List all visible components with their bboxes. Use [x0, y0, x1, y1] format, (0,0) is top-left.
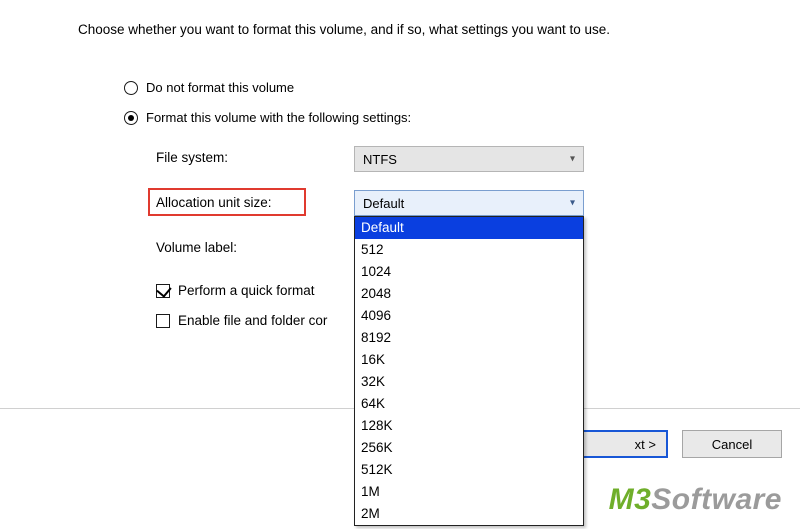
checkbox-icon — [156, 284, 170, 298]
dropdown-item[interactable]: 256K — [355, 437, 583, 459]
label-allocation-unit-size: Allocation unit size: — [156, 195, 272, 210]
button-label: xt > — [635, 437, 656, 452]
combo-value: NTFS — [363, 152, 397, 167]
label-volume-label: Volume label: — [156, 240, 237, 255]
checkbox-label: Perform a quick format — [178, 283, 315, 298]
checkbox-label: Enable file and folder cor — [178, 313, 327, 328]
instruction-text: Choose whether you want to format this v… — [78, 22, 610, 37]
checkbox-enable-compression[interactable]: Enable file and folder cor — [156, 313, 327, 328]
chevron-down-icon: ▾ — [570, 154, 575, 165]
format-partition-dialog: Choose whether you want to format this v… — [0, 0, 800, 529]
combo-value: Default — [363, 196, 404, 211]
button-label: Cancel — [712, 437, 752, 452]
dropdown-item[interactable]: 512 — [355, 239, 583, 261]
radio-format-with-settings[interactable]: Format this volume with the following se… — [124, 110, 411, 125]
dropdown-item[interactable]: 1024 — [355, 261, 583, 283]
watermark-suffix: Software — [651, 483, 782, 516]
dropdown-item[interactable]: 64K — [355, 393, 583, 415]
dropdown-item[interactable]: 4096 — [355, 305, 583, 327]
radio-icon — [124, 81, 138, 95]
radio-icon — [124, 111, 138, 125]
dropdown-item[interactable]: 2048 — [355, 283, 583, 305]
dropdown-item[interactable]: 32K — [355, 371, 583, 393]
watermark-logo: M3Software — [609, 483, 782, 517]
combo-allocation-unit-size[interactable]: Default ▾ — [354, 190, 584, 216]
dropdown-item[interactable]: 2M — [355, 503, 583, 525]
dropdown-item[interactable]: 512K — [355, 459, 583, 481]
watermark-prefix: M3 — [609, 483, 652, 516]
checkbox-quick-format[interactable]: Perform a quick format — [156, 283, 315, 298]
dropdown-item[interactable]: 16K — [355, 349, 583, 371]
dropdown-item[interactable]: 128K — [355, 415, 583, 437]
checkbox-icon — [156, 314, 170, 328]
combo-file-system[interactable]: NTFS ▾ — [354, 146, 584, 172]
dropdown-item[interactable]: 1M — [355, 481, 583, 503]
dropdown-item[interactable]: Default — [355, 217, 583, 239]
radio-label: Do not format this volume — [146, 80, 294, 95]
chevron-down-icon: ▾ — [570, 198, 575, 209]
cancel-button[interactable]: Cancel — [682, 430, 782, 458]
dropdown-item[interactable]: 8192 — [355, 327, 583, 349]
radio-do-not-format[interactable]: Do not format this volume — [124, 80, 294, 95]
dropdown-allocation-unit-size[interactable]: Default512102420484096819216K32K64K128K2… — [354, 216, 584, 526]
label-file-system: File system: — [156, 150, 228, 165]
radio-label: Format this volume with the following se… — [146, 110, 411, 125]
